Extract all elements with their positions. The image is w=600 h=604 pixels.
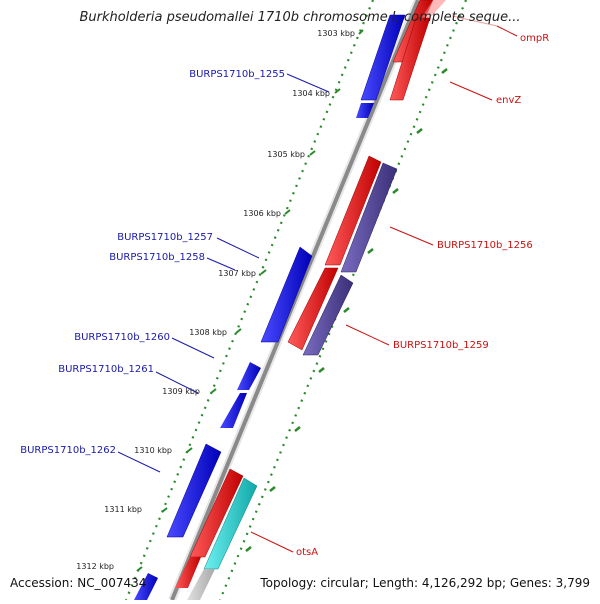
label-ompR[interactable]: ompR <box>520 33 549 44</box>
kbp-label-1303: 1303 kbp <box>317 29 355 38</box>
topology-text: Topology: circular; Length: 4,126,292 bp… <box>260 576 590 590</box>
label-BURPS1710b_1260[interactable]: BURPS1710b_1260 <box>74 332 170 343</box>
label-otsA[interactable]: otsA <box>296 547 318 558</box>
kbp-label-1308: 1308 kbp <box>189 328 227 337</box>
kbp-label-1305: 1305 kbp <box>267 150 305 159</box>
accession-text: Accession: NC_007434 <box>10 576 147 590</box>
kbp-label-1307: 1307 kbp <box>218 269 256 278</box>
label-BURPS1710b_1257[interactable]: BURPS1710b_1257 <box>117 232 213 243</box>
kbp-label-1306: 1306 kbp <box>243 209 281 218</box>
kbp-label-1312: 1312 kbp <box>76 562 114 571</box>
genome-backbone <box>168 0 422 602</box>
label-BURPS1710b_1258[interactable]: BURPS1710b_1258 <box>109 252 205 263</box>
gene-BURPS1710b_1256[interactable] <box>324 155 398 273</box>
gene-lower-partial[interactable] <box>175 557 215 600</box>
gene-left-partial[interactable] <box>134 573 158 600</box>
gene-BURPS1710b_1255[interactable] <box>356 14 406 118</box>
label-BURPS1710b_1262[interactable]: BURPS1710b_1262 <box>20 445 116 456</box>
gene-BURPS1710b_1261[interactable] <box>220 362 261 428</box>
label-envZ[interactable]: envZ <box>496 95 521 106</box>
kbp-label-1304: 1304 kbp <box>292 89 330 98</box>
gene-envZ[interactable] <box>389 17 431 101</box>
page-title: Burkholderia pseudomallei 1710b chromoso… <box>79 10 521 25</box>
gene-labels-left: BURPS1710b_1255 BURPS1710b_1257 BURPS171… <box>20 69 285 456</box>
kbp-axis: 1303 kbp 1304 kbp 1305 kbp 1306 kbp 1307… <box>76 29 364 572</box>
kbp-label-1309: 1309 kbp <box>162 387 200 396</box>
kbp-label-1311: 1311 kbp <box>104 505 142 514</box>
label-BURPS1710b_1259[interactable]: BURPS1710b_1259 <box>393 340 489 351</box>
label-BURPS1710b_1256[interactable]: BURPS1710b_1256 <box>437 240 533 251</box>
gene-BURPS1710b_1257[interactable] <box>260 246 313 343</box>
label-leaders <box>117 15 518 553</box>
gene-BURPS1710b_1259[interactable] <box>287 267 354 356</box>
label-BURPS1710b_1255[interactable]: BURPS1710b_1255 <box>189 69 285 80</box>
right-track-ticks <box>245 68 448 552</box>
gene-otsA[interactable] <box>189 468 258 570</box>
gene-BURPS1710b_1262[interactable] <box>166 443 222 538</box>
gene-labels-right: ompR envZ BURPS1710b_1256 BURPS1710b_125… <box>296 33 549 558</box>
kbp-label-1310: 1310 kbp <box>134 446 172 455</box>
label-BURPS1710b_1261[interactable]: BURPS1710b_1261 <box>58 364 154 375</box>
